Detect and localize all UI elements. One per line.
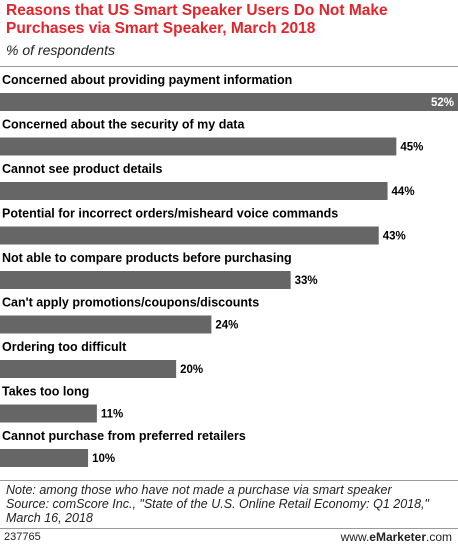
value-label: 33%: [295, 275, 318, 287]
note-text: Note: among those who have not made a pu…: [6, 483, 392, 497]
bottom-divider: [0, 480, 458, 481]
bar: [0, 226, 379, 245]
bar: [0, 271, 291, 289]
brand-suffix: .com: [425, 530, 452, 544]
bar: [0, 449, 89, 467]
value-label: 10%: [92, 453, 115, 465]
category-label: Cannot see product details: [2, 162, 162, 176]
brand-name: eMarketer: [369, 530, 426, 544]
bar: [0, 182, 388, 200]
category-label: Takes too long: [2, 385, 89, 399]
value-label: 20%: [180, 364, 203, 376]
category-label: Not able to compare products before purc…: [2, 251, 292, 265]
category-label: Potential for incorrect orders/misheard …: [2, 207, 338, 221]
footer-divider: [0, 528, 458, 529]
category-label: Cannot purchase from preferred retailers: [2, 429, 246, 443]
value-label: 52%: [431, 97, 454, 109]
value-label: 24%: [215, 320, 238, 332]
top-divider: [0, 66, 458, 67]
chart-id: 237765: [4, 531, 41, 543]
value-label: 43%: [383, 231, 406, 243]
bar: [0, 93, 458, 111]
brand-prefix: www.: [340, 530, 370, 544]
bar-chart: Concerned about providing payment inform…: [0, 73, 458, 467]
bar: [0, 315, 212, 334]
chart-subtitle: % of respondents: [6, 42, 115, 58]
value-label: 11%: [101, 409, 123, 421]
brand-url[interactable]: www.eMarketer.com: [341, 530, 452, 544]
category-label: Can't apply promotions/coupons/discounts: [2, 296, 259, 310]
bar: [0, 137, 397, 156]
category-label: Ordering too difficult: [2, 340, 127, 354]
category-label: Concerned about providing payment inform…: [2, 73, 292, 87]
category-label: Concerned about the security of my data: [2, 118, 245, 132]
chart-notes: Note: among those who have not made a pu…: [6, 483, 456, 525]
source-text: Source: comScore Inc., "State of the U.S…: [6, 497, 429, 525]
bar: [0, 404, 97, 423]
bar: [0, 360, 177, 378]
value-label: 45%: [400, 142, 423, 154]
chart-title: Reasons that US Smart Speaker Users Do N…: [6, 2, 388, 37]
value-label: 44%: [392, 186, 415, 198]
